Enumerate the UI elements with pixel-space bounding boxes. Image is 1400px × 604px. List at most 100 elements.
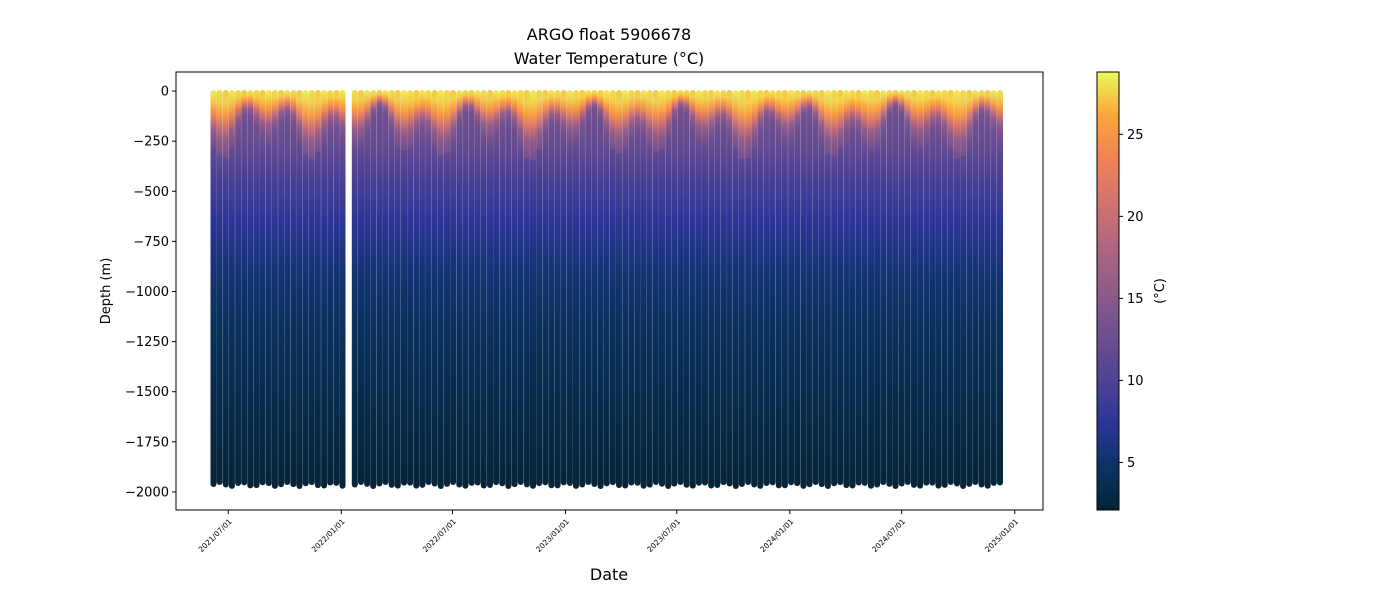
plot-frame <box>175 71 1044 511</box>
profile-column <box>222 90 229 488</box>
profile-column <box>456 90 463 488</box>
profile-column <box>708 90 715 489</box>
profile-column <box>554 90 561 489</box>
y-axis-label: Depth (m) <box>99 258 114 325</box>
profile-column <box>622 90 629 489</box>
profile-column <box>235 90 242 486</box>
profile-column <box>824 90 831 489</box>
profile-column <box>880 90 887 485</box>
colorbar <box>1096 71 1120 511</box>
profile-column <box>997 90 1003 486</box>
profile-column <box>911 90 917 488</box>
profile-column <box>536 90 543 487</box>
profile-column <box>253 90 260 489</box>
x-tick-label: 2022/07/01 <box>421 517 458 554</box>
colorbar-tick-label: 5 <box>1127 456 1135 471</box>
profile-column <box>855 90 862 486</box>
profile-column <box>364 90 371 487</box>
profile-column <box>228 90 235 489</box>
x-tick-label: 2023/01/01 <box>534 517 571 554</box>
profile-column <box>781 90 788 489</box>
profile-column <box>401 90 407 486</box>
profile-column <box>646 90 653 488</box>
profile-column <box>419 90 426 488</box>
profile-column <box>892 90 899 489</box>
profile-column <box>437 90 444 489</box>
profile-column <box>425 90 432 486</box>
profile-column <box>511 90 518 488</box>
profile-column <box>585 90 592 485</box>
profile-column <box>259 90 266 486</box>
profile-column <box>210 90 217 487</box>
profile-column <box>462 90 469 489</box>
profile-column <box>738 90 745 487</box>
x-tick-label: 2021/07/01 <box>197 517 234 554</box>
profile-column <box>376 90 383 487</box>
profile-column <box>493 90 500 486</box>
colorbar-label: (°C) <box>1153 278 1168 304</box>
profile-column <box>265 90 272 487</box>
profile-column <box>308 90 315 486</box>
x-tick-label: 2022/01/01 <box>310 517 347 554</box>
profile-column <box>573 90 579 489</box>
y-axis: 0 −250 −500 −750 −1000 −1250 −1500 −1750 −2000 <box>125 85 176 500</box>
profile-column <box>603 90 610 487</box>
profile-column <box>413 90 420 489</box>
profile-column <box>659 90 665 487</box>
profile-column <box>468 90 475 486</box>
profile-column <box>548 90 555 489</box>
profile-column <box>542 90 549 486</box>
profile-column <box>886 90 893 487</box>
profile-column <box>431 90 438 487</box>
profile-column <box>505 90 512 489</box>
profile-column <box>616 90 622 488</box>
profile-column <box>216 90 223 485</box>
x-tick-label: 2024/01/01 <box>758 517 795 554</box>
x-tick-label: 2023/07/01 <box>645 517 682 554</box>
y-tick-label: −1500 <box>125 385 169 400</box>
profile-column <box>935 90 942 489</box>
profile-column <box>775 90 782 489</box>
profile-column <box>609 90 616 486</box>
profile-column <box>247 90 254 489</box>
profile-column <box>652 90 659 486</box>
profile-columns <box>210 90 1003 489</box>
profile-column <box>904 90 911 486</box>
profile-column <box>763 90 770 486</box>
profile-column <box>831 90 838 487</box>
colorbar-tick-label: 15 <box>1127 292 1144 307</box>
profile-column <box>333 90 340 486</box>
profile-column <box>947 90 954 486</box>
profile-column <box>474 90 481 486</box>
profile-column <box>695 90 702 486</box>
x-tick-label: 2025/01/01 <box>983 517 1020 554</box>
profile-column <box>517 90 524 485</box>
profile-column <box>591 90 598 488</box>
y-tick-label: −2000 <box>125 485 169 500</box>
profile-column <box>487 90 493 489</box>
profile-column <box>966 90 973 487</box>
profile-column <box>751 90 758 488</box>
profile-column <box>923 90 930 486</box>
profile-column <box>530 90 536 489</box>
profile-column <box>671 90 678 487</box>
profile-column <box>321 90 328 489</box>
profile-column <box>689 90 696 489</box>
y-tick-label: −750 <box>133 235 169 250</box>
chart-title-line2: Water Temperature (°C) <box>514 49 704 68</box>
x-axis-label: Date <box>590 565 628 584</box>
profile-column <box>812 90 819 485</box>
profile-column <box>579 90 586 488</box>
profile-column <box>597 90 604 489</box>
profile-column <box>634 90 641 486</box>
profile-column <box>978 90 985 488</box>
profile-column <box>898 90 905 487</box>
profile-column <box>990 90 997 486</box>
profile-column <box>284 90 291 485</box>
profile-column <box>960 90 967 489</box>
profile-column <box>566 90 573 487</box>
profile-column <box>523 90 530 488</box>
x-tick-label: 2024/07/01 <box>870 517 907 554</box>
x-axis: 2021/07/01 2022/01/01 2022/07/01 2023/01/01… <box>197 510 1020 554</box>
profile-column <box>327 90 334 486</box>
